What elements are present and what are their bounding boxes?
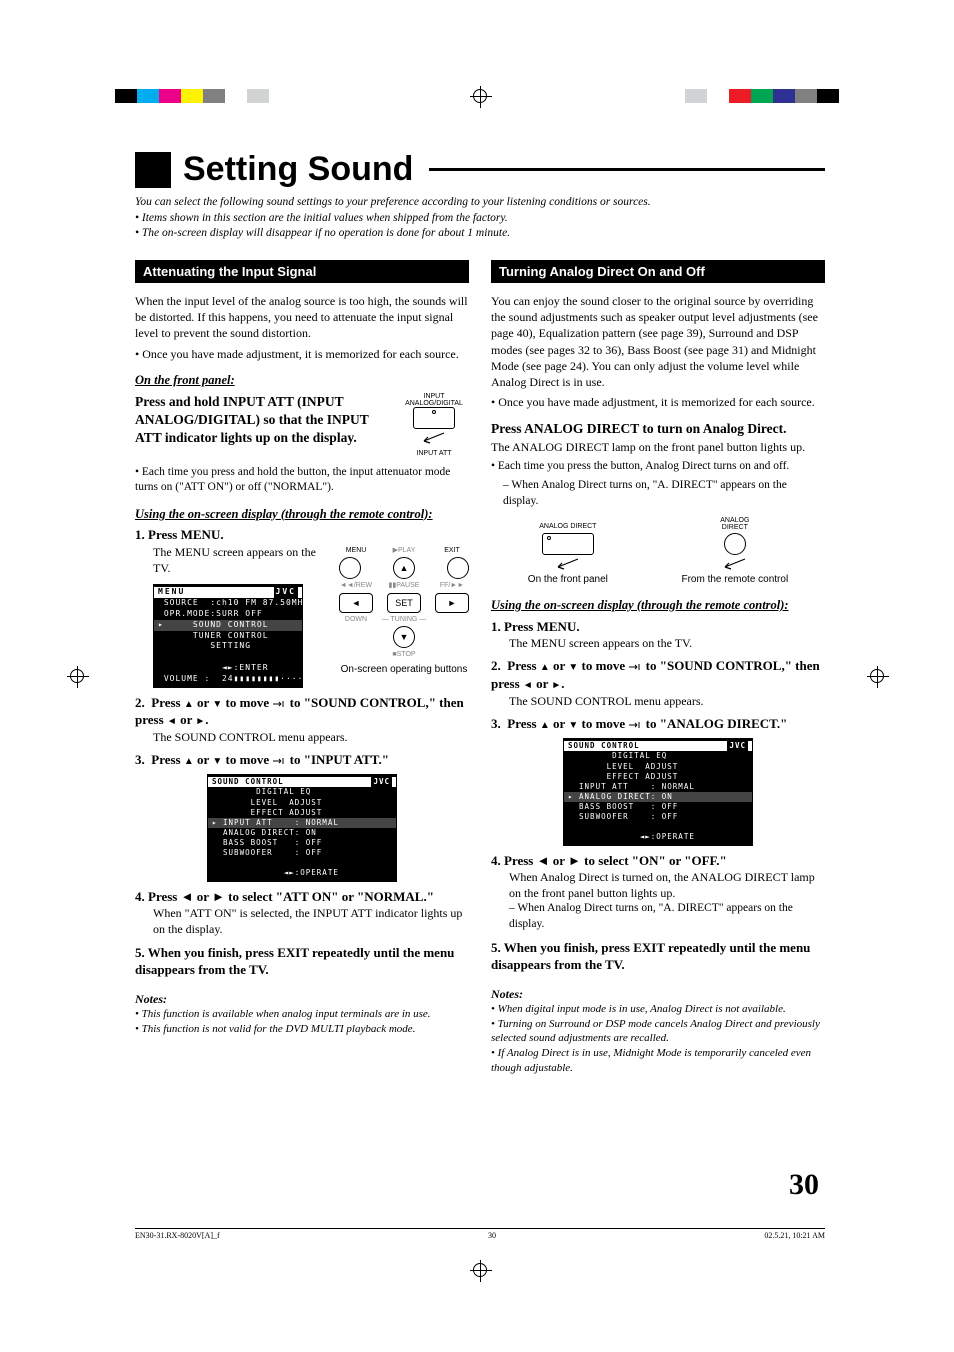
page-title-row: Setting Sound — [135, 150, 825, 189]
left-column: Attenuating the Input Signal When the in… — [135, 260, 469, 1076]
cursor-icon — [272, 699, 286, 709]
left-note-0: • This function is available when analog… — [135, 1007, 469, 1022]
left-notes-head: Notes: — [135, 991, 469, 1007]
osd-head-right: Using the on-screen display (through the… — [491, 597, 825, 614]
input-att-button-diagram: INPUT ANALOG/DIGITAL INPUT ATT — [399, 393, 469, 459]
arrow-icon — [419, 431, 449, 445]
cursor-icon — [628, 662, 642, 672]
footer: EN30-31.RX-8020V[A]_f 30 02.5.21, 10:21 … — [135, 1228, 825, 1240]
right-p1: You can enjoy the sound closer to the or… — [491, 293, 825, 390]
arrow-icon — [720, 557, 750, 571]
set-button-icon: SET — [387, 593, 421, 613]
footer-timestamp: 02.5.21, 10:21 AM — [764, 1231, 825, 1240]
press-analog-note1: • Each time you press the button, Analog… — [491, 459, 825, 475]
footer-filename: EN30-31.RX-8020V[A]_f — [135, 1231, 220, 1240]
left-step-4: 4. Press ◄ or ► to select "ATT ON" or "N… — [135, 888, 469, 938]
left-step-3: 3. Press ▲ or ▼ to move to "INPUT ATT." … — [135, 751, 469, 882]
right-step-3: 3. Press ▲ or ▼ to move to "ANALOG DIREC… — [491, 715, 825, 846]
panel-diagram-row: ANALOG DIRECT On the front panel ANALOG … — [491, 517, 825, 587]
section-attenuating: Attenuating the Input Signal — [135, 260, 469, 284]
press-hold-note: • Each time you press and hold the butto… — [135, 465, 469, 496]
cursor-icon — [628, 720, 642, 730]
left-p1: When the input level of the analog sourc… — [135, 293, 469, 342]
right-step-5: 5. When you finish, press EXIT repeatedl… — [491, 939, 825, 974]
press-analog-sub: The ANALOG DIRECT lamp on the front pane… — [491, 439, 825, 455]
sound-control-screen-right: SOUND CONTROLJVC DIGITAL EQ LEVEL ADJUST… — [563, 738, 753, 845]
right-p2: • Once you have made adjustment, it is m… — [491, 394, 825, 410]
right-note-1: • Turning on Surround or DSP mode cancel… — [491, 1017, 825, 1047]
left-step-2: 2. Press ▲ or ▼ to move to "SOUND CONTRO… — [135, 694, 469, 745]
left-p2: • Once you have made adjustment, it is m… — [135, 346, 469, 362]
left-button-icon: ◄ — [339, 593, 373, 613]
color-bar-left — [115, 89, 269, 103]
right-button-icon: ► — [435, 593, 469, 613]
press-analog-direct: Press ANALOG DIRECT to turn on Analog Di… — [491, 420, 825, 438]
registration-mark-right — [870, 669, 884, 683]
remote-buttons-diagram: MENU▶PLAYEXIT ▲ ◄◄/REW▮▮PAUSEFF/►► ◄SET►… — [339, 544, 469, 676]
left-step-5: 5. When you finish, press EXIT repeatedl… — [135, 944, 469, 979]
right-step-1: 1. Press MENU. The MENU screen appears o… — [491, 618, 825, 652]
front-panel-caption: On the front panel — [528, 573, 608, 587]
osd-head-left: Using the on-screen display (through the… — [135, 506, 469, 523]
intro-main: You can select the following sound setti… — [135, 195, 825, 211]
title-block-icon — [135, 152, 171, 188]
left-note-1: • This function is not valid for the DVD… — [135, 1022, 469, 1037]
arrow-icon — [553, 557, 583, 571]
page-number: 30 — [789, 1168, 819, 1202]
title-rule — [429, 168, 825, 171]
right-note-0: • When digital input mode is in use, Ana… — [491, 1002, 825, 1017]
remote-caption: On-screen operating buttons — [339, 663, 469, 677]
press-analog-note2: – When Analog Direct turns on, "A. DIREC… — [503, 478, 825, 509]
right-column: Turning Analog Direct On and Off You can… — [491, 260, 825, 1076]
analog-direct-panel-button-icon — [542, 533, 594, 555]
exit-button-icon — [447, 557, 469, 579]
page-content: Setting Sound You can select the followi… — [135, 150, 825, 1076]
left-step-1: 1. Press MENU. The MENU screen appears o… — [135, 526, 469, 687]
remote-caption: From the remote control — [681, 573, 788, 587]
intro-bullet-1: • The on-screen display will disappear i… — [135, 226, 825, 242]
right-step-2: 2. Press ▲ or ▼ to move to "SOUND CONTRO… — [491, 657, 825, 708]
footer-page: 30 — [488, 1231, 496, 1240]
down-button-icon: ▼ — [393, 626, 415, 648]
right-step-4: 4. Press ◄ or ► to select "ON" or "OFF."… — [491, 852, 825, 933]
cursor-icon — [272, 756, 286, 766]
registration-mark-top — [473, 89, 487, 103]
registration-mark-left — [70, 669, 84, 683]
input-att-button-icon — [413, 407, 455, 429]
analog-direct-remote-button-icon — [724, 533, 746, 555]
registration-mark-bottom — [473, 1263, 487, 1277]
intro-bullet-0: • Items shown in this section are the in… — [135, 211, 825, 227]
play-up-button-icon: ▲ — [393, 557, 415, 579]
sound-control-screen-left: SOUND CONTROLJVC DIGITAL EQ LEVEL ADJUST… — [207, 774, 397, 881]
section-analog-direct: Turning Analog Direct On and Off — [491, 260, 825, 284]
right-note-2: • If Analog Direct is in use, Midnight M… — [491, 1046, 825, 1076]
menu-button-icon — [339, 557, 361, 579]
color-bar-right — [685, 89, 839, 103]
page-title: Setting Sound — [183, 150, 413, 189]
intro-block: You can select the following sound setti… — [135, 195, 825, 242]
front-panel-head: On the front panel: — [135, 372, 469, 389]
menu-screen-diagram: MENUJVC SOURCE :ch10 FM 87.50MHz OPR.MOD… — [153, 584, 303, 687]
right-notes-head: Notes: — [491, 986, 825, 1002]
